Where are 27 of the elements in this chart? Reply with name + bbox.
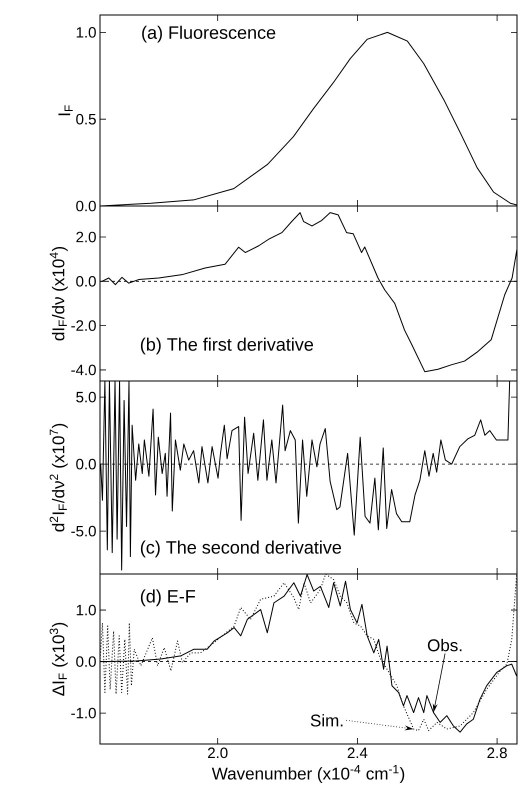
- y-tick-label: 1.0: [76, 604, 96, 616]
- y-tick-label: 5.0: [76, 392, 96, 402]
- text: (c) The second derivative: [140, 540, 342, 558]
- y-tick-label: 0.0: [76, 656, 96, 667]
- y-tick-label: 0.5: [76, 114, 96, 124]
- y-tick-label: 0.0: [76, 200, 96, 212]
- x-tick-label: 2.4: [348, 748, 368, 758]
- y-axis-title: ΔI$_{F}$ (x10$^{3}$): [50, 622, 68, 696]
- x-tick-label: 2.8: [487, 748, 507, 758]
- x-tick-label: 2.0: [208, 748, 228, 758]
- y-axis-title: dI$_{F}$/dν (x10$^{4}$): [50, 246, 68, 340]
- text: (b) The first derivative: [140, 338, 314, 354]
- y-tick-label: 1.0: [76, 27, 96, 38]
- y-tick-label: -5.0: [71, 526, 96, 536]
- annotation: Obs.: [428, 638, 462, 652]
- annotation: Sim.: [310, 714, 342, 727]
- y-tick-label: -4.0: [71, 364, 96, 376]
- text: d$^{2}$I$_{F}$/dν$^{2}$ (x10$^{7}$): [50, 424, 68, 532]
- y-tick-label: -1.0: [71, 708, 96, 718]
- y-tick-label: -2.0: [71, 320, 96, 331]
- text: (a) Fluorescence: [142, 26, 276, 42]
- y-tick-label: 0.0: [76, 276, 96, 287]
- y-axis-title: I$_{F}$: [58, 105, 73, 116]
- x-axis-title: Wavenumber (x10$^{-4}$ cm$^{-1}$): [212, 765, 404, 783]
- y-tick-label: 2.0: [76, 232, 96, 242]
- text: (d) E-F: [140, 589, 196, 606]
- y-tick-label: 0.0: [76, 458, 96, 470]
